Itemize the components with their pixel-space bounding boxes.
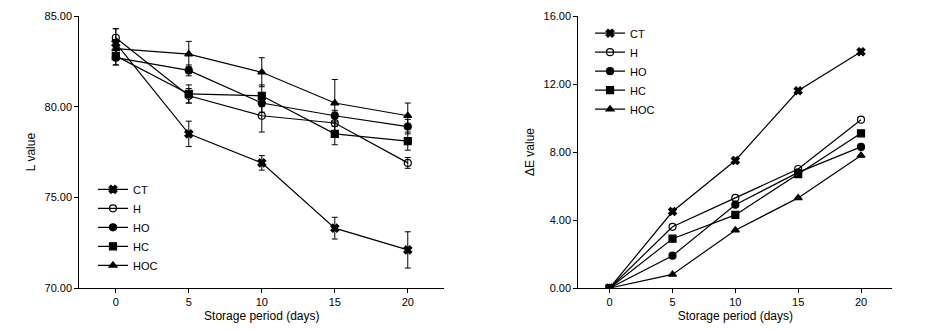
svg-text:Storage period (days): Storage period (days) <box>204 309 319 323</box>
svg-text:ΔE value: ΔE value <box>523 128 537 176</box>
svg-text:4.00: 4.00 <box>550 214 571 226</box>
svg-text:8.00: 8.00 <box>550 146 571 158</box>
svg-text:0.00: 0.00 <box>550 282 571 294</box>
svg-text:CT: CT <box>630 28 645 40</box>
svg-text:5: 5 <box>186 296 192 308</box>
svg-text:0: 0 <box>113 296 119 308</box>
svg-text:HO: HO <box>630 66 647 78</box>
svg-text:70.00: 70.00 <box>45 282 73 294</box>
svg-text:L value: L value <box>24 133 38 172</box>
svg-text:0: 0 <box>607 296 613 308</box>
svg-text:10: 10 <box>256 296 268 308</box>
svg-text:15: 15 <box>792 296 804 308</box>
svg-text:85.00: 85.00 <box>45 10 73 22</box>
svg-text:15: 15 <box>329 296 341 308</box>
svg-text:20: 20 <box>855 296 867 308</box>
svg-text:Storage period (days): Storage period (days) <box>678 309 793 323</box>
svg-text:10: 10 <box>729 296 741 308</box>
svg-text:5: 5 <box>669 296 675 308</box>
svg-text:20: 20 <box>402 296 414 308</box>
svg-text:H: H <box>133 203 141 215</box>
svg-text:HOC: HOC <box>133 260 158 272</box>
svg-text:80.00: 80.00 <box>45 101 73 113</box>
svg-text:H: H <box>630 47 638 59</box>
svg-text:CT: CT <box>133 184 148 196</box>
svg-text:12.00: 12.00 <box>544 78 572 90</box>
svg-text:HO: HO <box>133 222 150 234</box>
svg-text:75.00: 75.00 <box>45 191 73 203</box>
svg-text:HC: HC <box>133 241 149 253</box>
svg-text:HC: HC <box>630 85 646 97</box>
svg-text:HOC: HOC <box>630 104 655 116</box>
svg-text:16.00: 16.00 <box>544 10 572 22</box>
